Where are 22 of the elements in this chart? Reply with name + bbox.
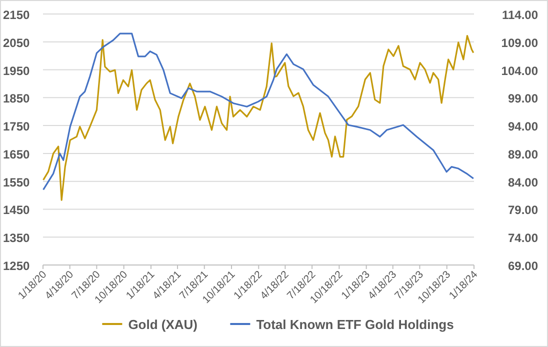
y-tick-label: 1250 bbox=[3, 259, 30, 273]
y-tick-label: 1650 bbox=[3, 147, 30, 162]
y2-tick-label: 109.00 bbox=[501, 36, 538, 50]
y2-tick-label: 84.00 bbox=[508, 175, 538, 190]
y-tick-label: 2150 bbox=[3, 8, 30, 22]
y-tick-label: 1350 bbox=[3, 231, 30, 246]
y-tick-label: 1550 bbox=[3, 175, 30, 190]
legend-label: Gold (XAU) bbox=[128, 317, 198, 332]
y-tick-label: 1850 bbox=[3, 92, 30, 106]
y-tick-label: 1950 bbox=[3, 64, 30, 78]
y-tick-label: 2050 bbox=[3, 36, 30, 50]
legend-label: Total Known ETF Gold Holdings bbox=[256, 317, 454, 332]
y2-tick-label: 104.00 bbox=[501, 64, 538, 78]
y2-tick-label: 74.00 bbox=[508, 231, 538, 246]
y2-tick-label: 69.00 bbox=[508, 259, 538, 273]
y2-tick-label: 89.00 bbox=[508, 147, 538, 162]
y2-tick-label: 79.00 bbox=[508, 203, 538, 218]
y2-tick-label: 114.00 bbox=[502, 8, 538, 22]
y-tick-label: 1450 bbox=[3, 203, 30, 218]
y-tick-label: 1750 bbox=[3, 120, 30, 134]
y2-tick-label: 94.00 bbox=[508, 120, 538, 134]
y2-tick-label: 99.00 bbox=[508, 92, 538, 106]
